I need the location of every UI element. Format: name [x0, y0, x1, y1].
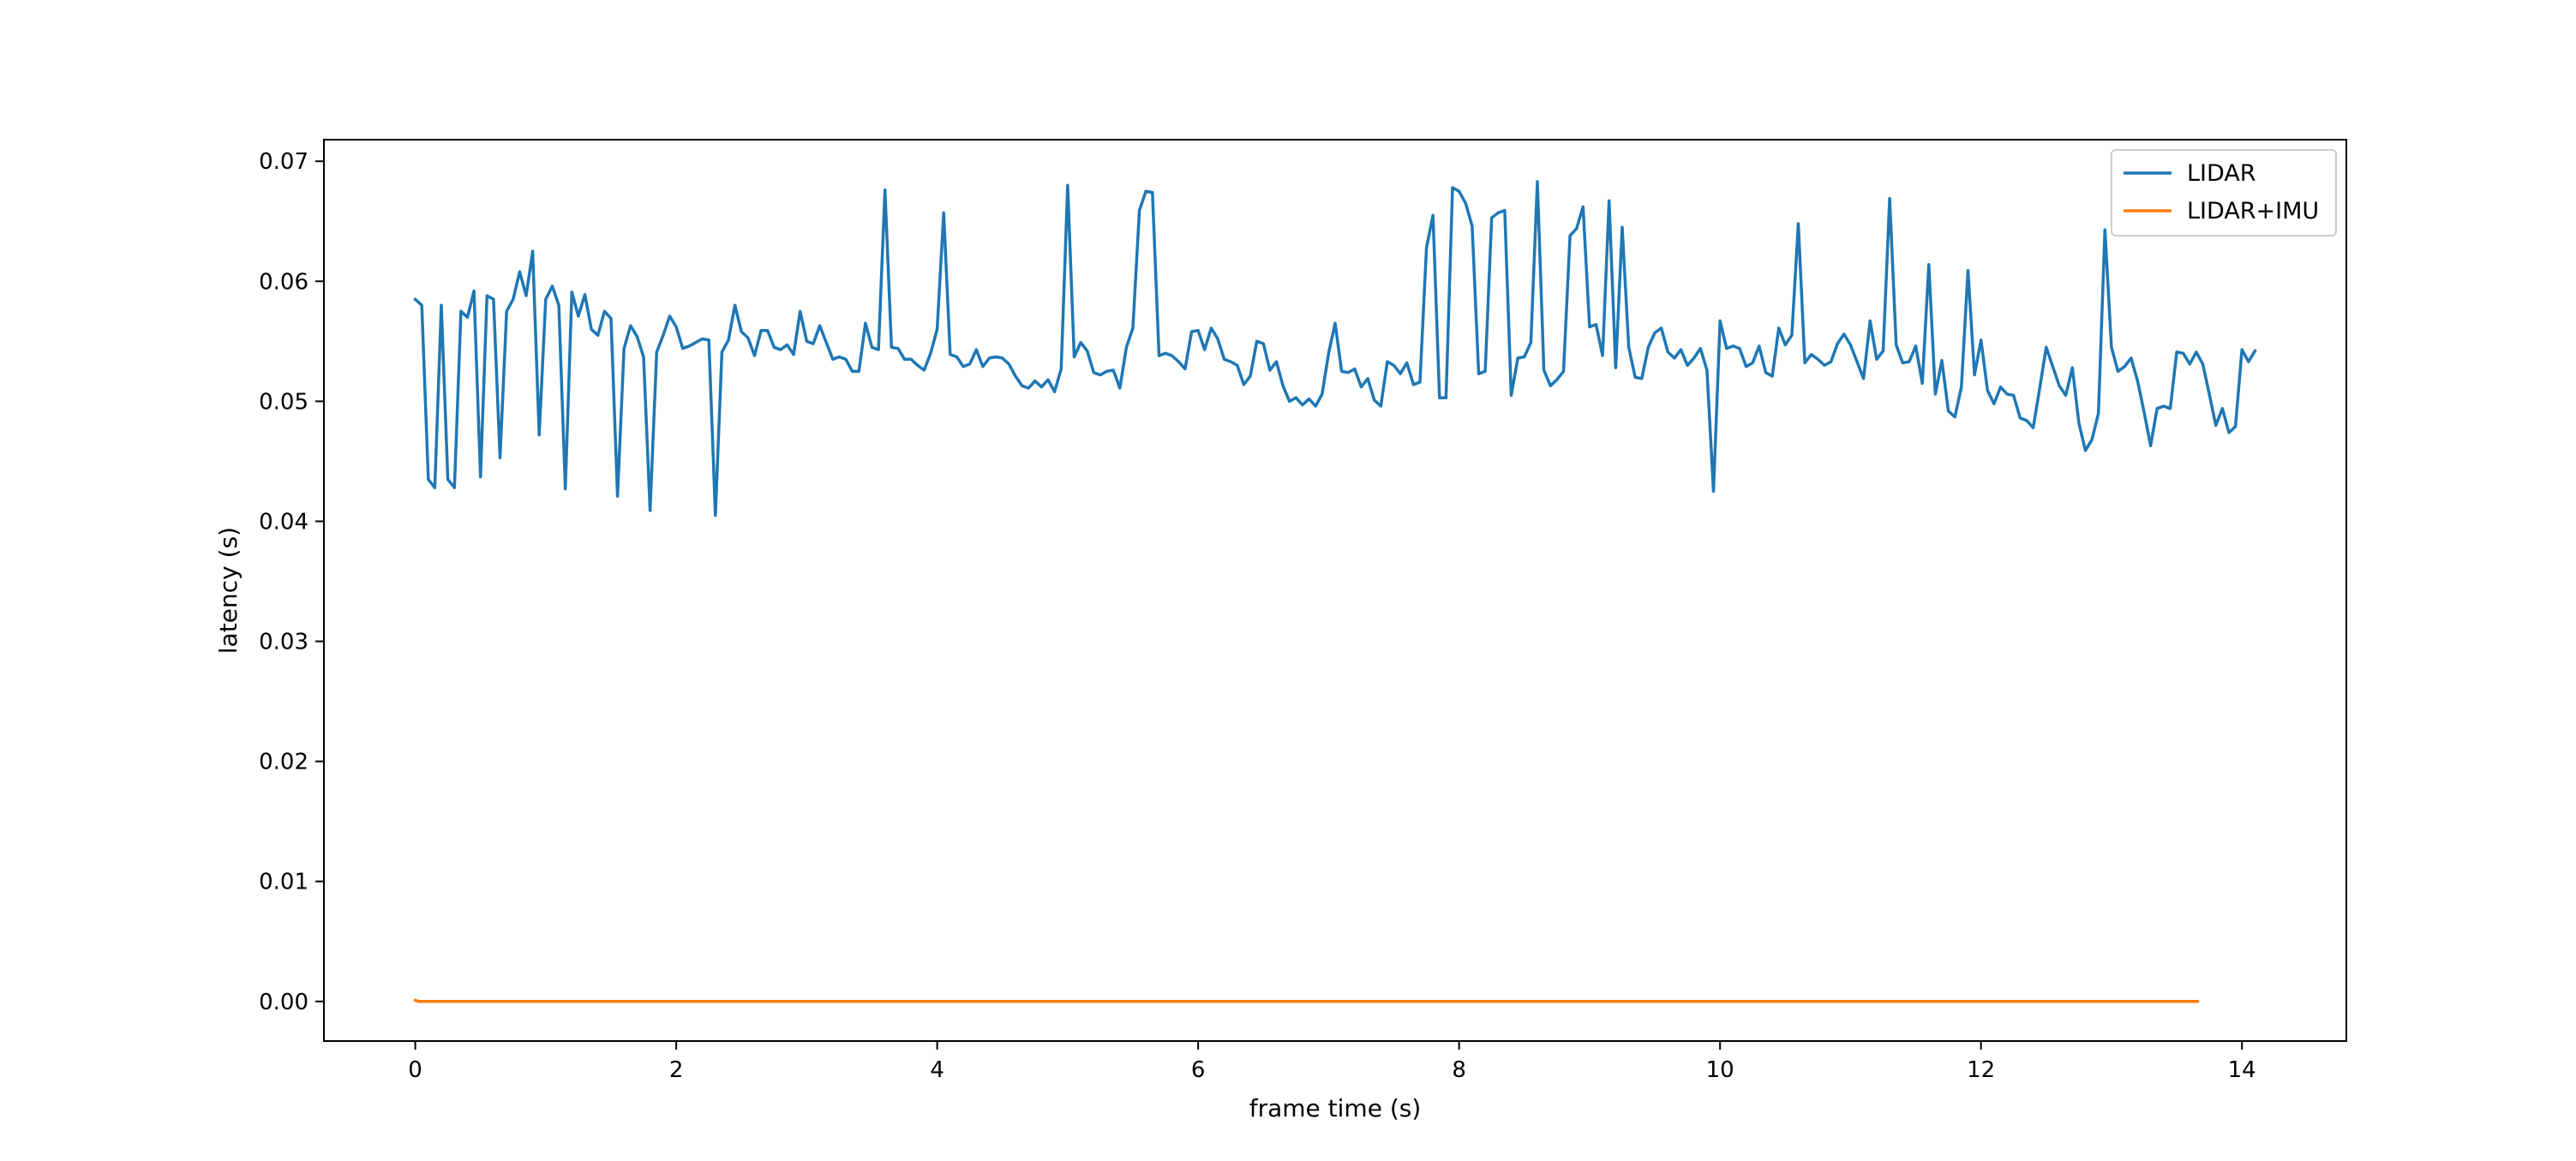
y-tick-label: 0.06 — [259, 269, 309, 295]
y-axis-label: latency (s) — [214, 527, 243, 654]
series-line-lidar-imu — [413, 998, 2200, 1003]
series-line-lidar — [413, 180, 2257, 518]
legend-label-lidar-imu: LIDAR+IMU — [2187, 198, 2319, 224]
x-tick-label: 4 — [930, 1057, 944, 1083]
y-tick-label: 0.00 — [259, 990, 309, 1015]
x-axis: 0 2 4 6 8 10 12 14 — [408, 1041, 2256, 1083]
legend-box — [2111, 149, 2337, 236]
x-tick-label: 12 — [1967, 1057, 1995, 1083]
plot-area-frame — [323, 139, 2347, 1042]
x-tick-label: 14 — [2228, 1057, 2256, 1083]
x-axis-label: frame time (s) — [1249, 1094, 1422, 1122]
x-tick-label: 2 — [669, 1057, 684, 1083]
x-tick-label: 0 — [408, 1057, 422, 1083]
y-tick-label: 0.01 — [259, 870, 309, 895]
series-layer — [413, 180, 2257, 1003]
y-tick-label: 0.05 — [259, 389, 309, 415]
legend-label-lidar: LIDAR — [2187, 160, 2256, 187]
y-tick-label: 0.02 — [259, 750, 309, 775]
x-tick-label: 10 — [1706, 1057, 1734, 1083]
legend: LIDAR LIDAR+IMU — [2111, 149, 2337, 236]
y-axis: 0.00 0.01 0.02 0.03 0.04 0.05 0.06 0.07 — [259, 149, 324, 1015]
y-tick-label: 0.03 — [259, 630, 309, 655]
y-tick-label: 0.07 — [259, 149, 309, 175]
x-tick-label: 8 — [1452, 1057, 1466, 1083]
y-tick-label: 0.04 — [259, 509, 309, 535]
x-tick-label: 6 — [1191, 1057, 1206, 1083]
